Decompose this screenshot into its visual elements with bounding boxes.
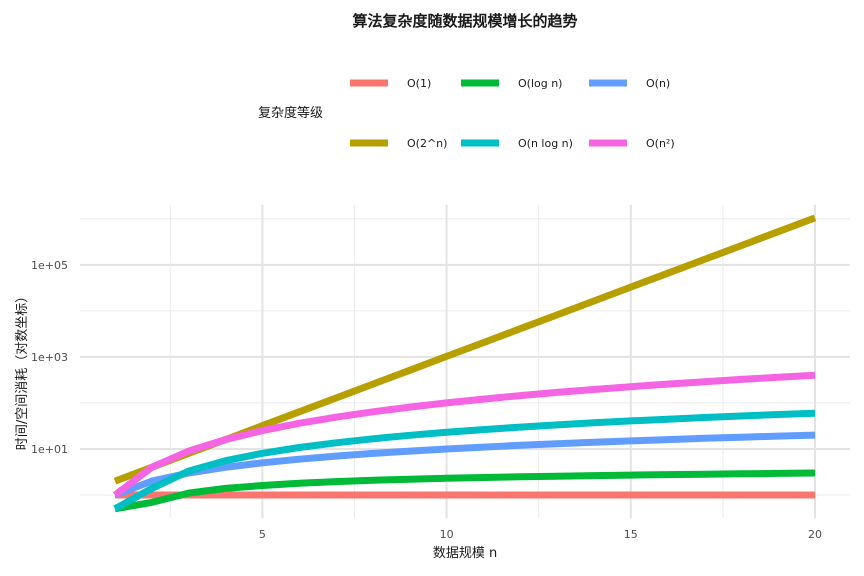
legend-label: O(log n) <box>518 77 562 90</box>
x-tick-label: 15 <box>624 528 638 541</box>
legend-item-o-n-log-n: O(n log n) <box>461 137 573 150</box>
y-tick-label: 1e+03 <box>31 351 68 364</box>
y-axis-ticks: 1e+01 1e+03 1e+05 <box>31 259 68 456</box>
x-axis-label: 数据规模 n <box>433 546 497 561</box>
series-line-o-n-log-n <box>113 409 816 512</box>
legend-label: O(2^n) <box>407 137 447 150</box>
x-tick-label: 5 <box>259 528 266 541</box>
legend-item-o-1: O(1) <box>350 77 431 90</box>
series-line-o-n <box>112 371 816 498</box>
x-axis-ticks: 5 10 15 20 <box>259 528 822 541</box>
y-tick-label: 1e+05 <box>31 259 68 272</box>
x-tick-label: 20 <box>808 528 822 541</box>
series-line-o-log-n <box>114 469 816 513</box>
x-tick-label: 10 <box>440 528 454 541</box>
legend-item-o-n: O(n²) <box>589 137 675 150</box>
legend-label: O(n log n) <box>518 137 573 150</box>
series-line-o-n <box>113 431 816 499</box>
legend-item-o-2-n: O(2^n) <box>350 137 447 150</box>
legend-label: O(n²) <box>646 137 675 150</box>
y-axis-label: 时间/空间消耗（对数坐标） <box>15 290 30 450</box>
legend-item-o-n: O(n) <box>589 77 670 90</box>
legend-label: O(1) <box>407 77 431 90</box>
y-tick-label: 1e+01 <box>31 443 68 456</box>
legend-item-o-log-n: O(log n) <box>461 77 562 90</box>
legend-label: O(n) <box>646 77 670 90</box>
legend-title: 复杂度等级 <box>258 105 323 121</box>
series-lines <box>112 214 817 513</box>
legend: 复杂度等级 O(1) O(log n) O(n) O(2^n) O(n log n) O(… <box>258 77 675 150</box>
chart-title: 算法复杂度随数据规模增长的趋势 <box>352 12 577 30</box>
